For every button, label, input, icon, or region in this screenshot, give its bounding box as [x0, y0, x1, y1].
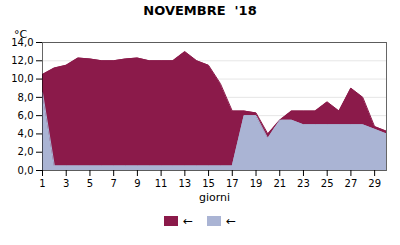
svg-text:21: 21: [273, 178, 286, 189]
svg-text:giorni: giorni: [199, 191, 230, 204]
svg-text:°C: °C: [14, 28, 28, 41]
svg-text:29: 29: [368, 178, 381, 189]
svg-text:1: 1: [39, 178, 45, 189]
svg-text:13: 13: [178, 178, 191, 189]
svg-text:8,0: 8,0: [18, 92, 34, 103]
svg-text:11: 11: [155, 178, 168, 189]
svg-text:17: 17: [226, 178, 239, 189]
svg-text:3: 3: [63, 178, 69, 189]
svg-text:5: 5: [87, 178, 93, 189]
svg-text:2,0: 2,0: [18, 146, 34, 157]
svg-text:27: 27: [345, 178, 358, 189]
svg-text:6,0: 6,0: [18, 110, 34, 121]
svg-text:7: 7: [110, 178, 116, 189]
svg-text:25: 25: [321, 178, 334, 189]
svg-text:12,0: 12,0: [11, 55, 33, 66]
svg-text:0,0: 0,0: [18, 165, 34, 176]
svg-text:19: 19: [250, 178, 263, 189]
svg-text:15: 15: [202, 178, 215, 189]
html-text:NOVEMBRE '18: NOVEMBRE '18: [143, 3, 257, 18]
svg-text:23: 23: [297, 178, 310, 189]
svg-text:4,0: 4,0: [18, 128, 34, 139]
svg-text:10,0: 10,0: [11, 73, 33, 84]
svg-text:14,0: 14,0: [11, 36, 34, 48]
svg-text:9: 9: [134, 178, 140, 189]
